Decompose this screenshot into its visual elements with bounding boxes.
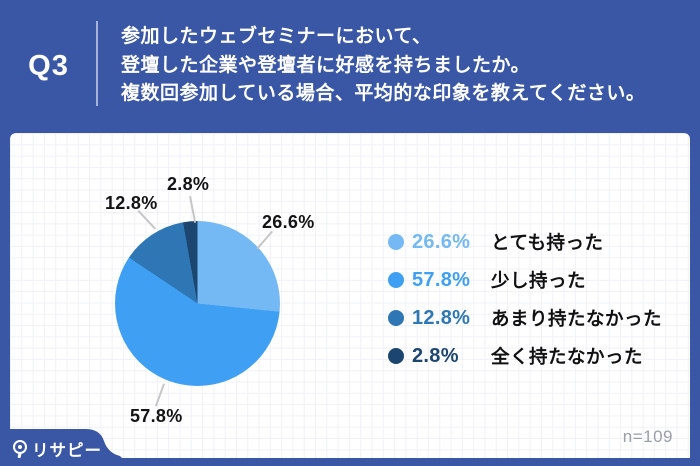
legend-label: 少し持った bbox=[491, 270, 587, 291]
brand-tab-shape bbox=[10, 429, 122, 458]
question-header: Q3 参加したウェブセミナーにおいて、 登壇した企業や登壇者に好感を持ちましたか… bbox=[0, 0, 700, 133]
legend-label: あまり持たなかった bbox=[491, 308, 663, 329]
question-text: 参加したウェブセミナーにおいて、 登壇した企業や登壇者に好感を持ちましたか。 複… bbox=[121, 23, 645, 109]
question-line: 登壇した企業や登壇者に好感を持ちましたか。 bbox=[121, 54, 531, 76]
legend-label: とても持った bbox=[491, 232, 604, 253]
legend-label: 全く持たなかった bbox=[491, 346, 644, 367]
brand-logo: リサピー bbox=[13, 437, 102, 461]
legend-dot-icon bbox=[388, 272, 404, 288]
question-line: 複数回参加している場合、平均的な印象を教えてください。 bbox=[121, 83, 646, 104]
leader-line bbox=[256, 231, 273, 250]
pie-chart bbox=[115, 221, 280, 386]
legend-percent: 26.6% bbox=[412, 230, 471, 253]
legend-item: 26.6% とても持った bbox=[388, 223, 662, 261]
header-divider bbox=[96, 21, 98, 106]
pin-magnifier-icon bbox=[13, 439, 28, 459]
legend-percent: 2.8% bbox=[412, 344, 459, 367]
pie-slice-label: 12.8% bbox=[105, 193, 158, 213]
sample-size: n=109 bbox=[622, 427, 673, 446]
question-number: Q3 bbox=[28, 50, 69, 82]
pie-slice-label: 57.8% bbox=[130, 406, 183, 426]
question-line: 参加したウェブセミナーにおいて、 bbox=[121, 26, 432, 47]
legend-dot-icon bbox=[388, 234, 404, 250]
legend-dot-icon bbox=[388, 310, 404, 326]
legend-item: 12.8% あまり持たなかった bbox=[388, 299, 662, 337]
brand-name: リサピー bbox=[32, 442, 102, 460]
legend-dot-icon bbox=[388, 348, 404, 364]
legend-percent: 57.8% bbox=[412, 268, 471, 291]
chart-legend: 26.6% とても持った 57.8% 少し持った 12.8% あまり持たなかった… bbox=[388, 223, 662, 375]
brand-tab: リサピー bbox=[10, 428, 122, 461]
legend-item: 57.8% 少し持った bbox=[388, 261, 662, 299]
legend-percent: 12.8% bbox=[412, 306, 471, 329]
chart-card: 2.8% 12.8% 26.6% 57.8% 26.6% とても持った 57.8… bbox=[10, 133, 690, 458]
leader-line bbox=[189, 196, 197, 223]
legend-item: 2.8% 全く持たなかった bbox=[388, 337, 662, 375]
leader-line bbox=[155, 383, 165, 407]
pie-slice-label: 2.8% bbox=[167, 174, 210, 194]
pie-slice-label: 26.6% bbox=[262, 212, 315, 232]
